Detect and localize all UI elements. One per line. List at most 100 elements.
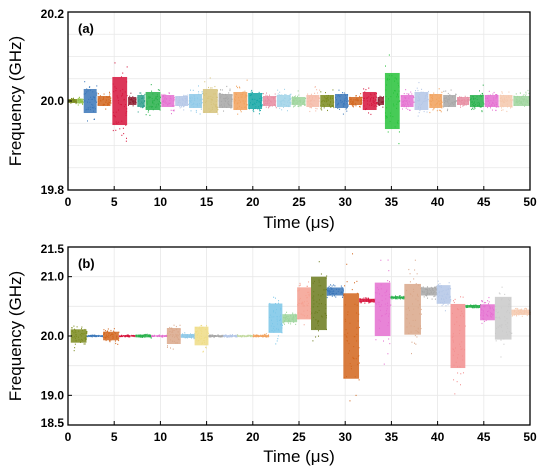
panel-b-segment — [86, 334, 104, 338]
panel-a-x-tick-label: 20 — [246, 195, 260, 209]
panel-a-segment — [276, 88, 292, 112]
panel-a-segment — [513, 89, 531, 107]
panel-a-segment — [429, 88, 443, 114]
panel-a-y-tick-label: 19.8 — [41, 183, 65, 197]
panel-a-x-tick-label: 10 — [154, 195, 168, 209]
panel-a-data — [68, 54, 531, 145]
panel-b-segment — [135, 333, 153, 339]
panel-b-x-tick-label: 25 — [292, 430, 306, 444]
panel-a-segment — [362, 87, 378, 116]
panel-a-segment — [161, 92, 175, 115]
panel-b-x-tick-label: 15 — [200, 430, 214, 444]
panel-a-segment — [175, 94, 189, 111]
panel-b-segment — [223, 334, 238, 338]
panel-a-ticks: 0 5 10 15 20 25 30 35 40 45 50 19.8 20.0 20.2 — [41, 7, 537, 209]
panel-b-segment — [390, 295, 406, 300]
panel-a-x-tick-label: 45 — [477, 195, 491, 209]
panel-a-segment — [335, 89, 349, 115]
panel-a-segment — [233, 79, 248, 115]
panel-a-segment — [218, 85, 233, 112]
panel-a-segment — [248, 89, 263, 115]
panel-a-segment — [414, 81, 429, 117]
panel-b-segment — [480, 296, 495, 325]
panel-b-x-tick-label: 5 — [111, 430, 118, 444]
panel-b-x-axis-label: Time (μs) — [263, 447, 335, 466]
panel-a-segment — [202, 77, 219, 115]
panel-b-y-tick-label: 21.0 — [41, 270, 65, 284]
panel-b-segment — [237, 334, 254, 338]
panel-b-segment — [282, 311, 298, 326]
panel-b-y-tick-label: 20.0 — [41, 329, 65, 343]
panel-a-segment — [400, 89, 415, 111]
panel-b-label: (b) — [78, 256, 95, 271]
panel-a-segment — [137, 92, 146, 113]
panel-a-segment — [83, 81, 98, 122]
panel-a-x-tick-label: 5 — [111, 195, 118, 209]
panel-a-y-tick-label: 20.2 — [41, 7, 65, 21]
panel-a-x-tick-label: 25 — [292, 195, 306, 209]
panel-b-segment — [180, 332, 196, 340]
panel-b-y-tick-label: 18.5 — [41, 416, 65, 430]
panel-a-segment — [145, 84, 162, 116]
panel-a-segment — [348, 93, 363, 108]
panel-b-segment — [465, 304, 481, 309]
panel-b-segment — [118, 334, 137, 338]
panel-a-segment — [384, 54, 401, 145]
panel-b: 0 5 10 15 20 25 30 35 40 45 50 18.5 19.0 20.0 21.0 21.5… — [6, 242, 537, 466]
panel-b-segment — [194, 324, 209, 353]
panel-b-x-tick-label: 30 — [339, 430, 353, 444]
panel-a-x-tick-label: 40 — [431, 195, 445, 209]
panel-b-segment — [420, 286, 438, 300]
panel-a-segment — [77, 96, 84, 106]
panel-a-segment — [320, 89, 335, 112]
panel-b-segment — [343, 253, 360, 402]
panel-a-x-tick-label: 30 — [339, 195, 353, 209]
panel-a-x-tick-label: 0 — [65, 195, 72, 209]
panel-b-segment — [208, 334, 225, 339]
panel-b-segment — [374, 259, 392, 365]
panel-b-segment — [511, 307, 531, 317]
panel-b-segment — [450, 296, 466, 395]
panel-a-x-tick-label: 50 — [523, 195, 537, 209]
panel-a-segment — [189, 85, 203, 115]
panel-b-data — [70, 253, 531, 402]
panel-a-segment — [306, 86, 321, 113]
panel-b-segment — [70, 325, 88, 352]
panel-b-segment — [166, 324, 181, 350]
panel-a-x-tick-label: 35 — [385, 195, 399, 209]
panel-b-x-tick-label: 50 — [523, 430, 537, 444]
panel-b-segment — [326, 284, 345, 299]
panel-b-segment — [311, 261, 328, 342]
panel-a-segment — [457, 95, 470, 108]
panel-b-segment — [252, 333, 270, 338]
panel-a-y-tick-label: 20.0 — [41, 94, 65, 108]
panel-b-segment — [103, 328, 120, 345]
panel-a-y-axis-label: Frequency (GHz) — [6, 36, 25, 166]
panel-a-segment — [112, 62, 128, 142]
panel-b-x-tick-label: 35 — [385, 430, 399, 444]
panel-b-segment — [359, 297, 376, 304]
panel-b-segment — [494, 286, 513, 358]
panel-a-x-tick-label: 15 — [200, 195, 214, 209]
panel-a-segment — [262, 92, 277, 109]
panel-a-segment — [97, 91, 112, 110]
panel-b-x-tick-label: 0 — [65, 430, 72, 444]
panel-b-x-tick-label: 45 — [477, 430, 491, 444]
panel-b-y-axis-label: Frequency (GHz) — [6, 271, 25, 401]
panel-b-x-tick-label: 40 — [431, 430, 445, 444]
panel-a-segment — [291, 90, 307, 108]
panel-b-y-tick-label: 21.5 — [41, 242, 65, 256]
panel-a-segment — [484, 90, 500, 112]
panel-b-segment — [268, 296, 283, 345]
panel-a-label: (a) — [78, 21, 94, 36]
panel-a-segment — [469, 84, 485, 113]
panel-a-x-axis-label: Time (μs) — [263, 213, 335, 232]
panel-b-x-tick-label: 10 — [154, 430, 168, 444]
panel-a-segment — [499, 91, 514, 113]
panel-b-segment — [297, 281, 312, 326]
panel-b-ticks: 0 5 10 15 20 25 30 35 40 45 50 18.5 19.0 20.0 21.0 21.5 — [41, 242, 537, 444]
panel-a: 0 5 10 15 20 25 30 35 40 45 50 19.8 20.0 20.2 (a) Tim… — [6, 7, 537, 232]
panel-b-segment — [151, 334, 168, 338]
panel-a-segment — [377, 95, 385, 108]
